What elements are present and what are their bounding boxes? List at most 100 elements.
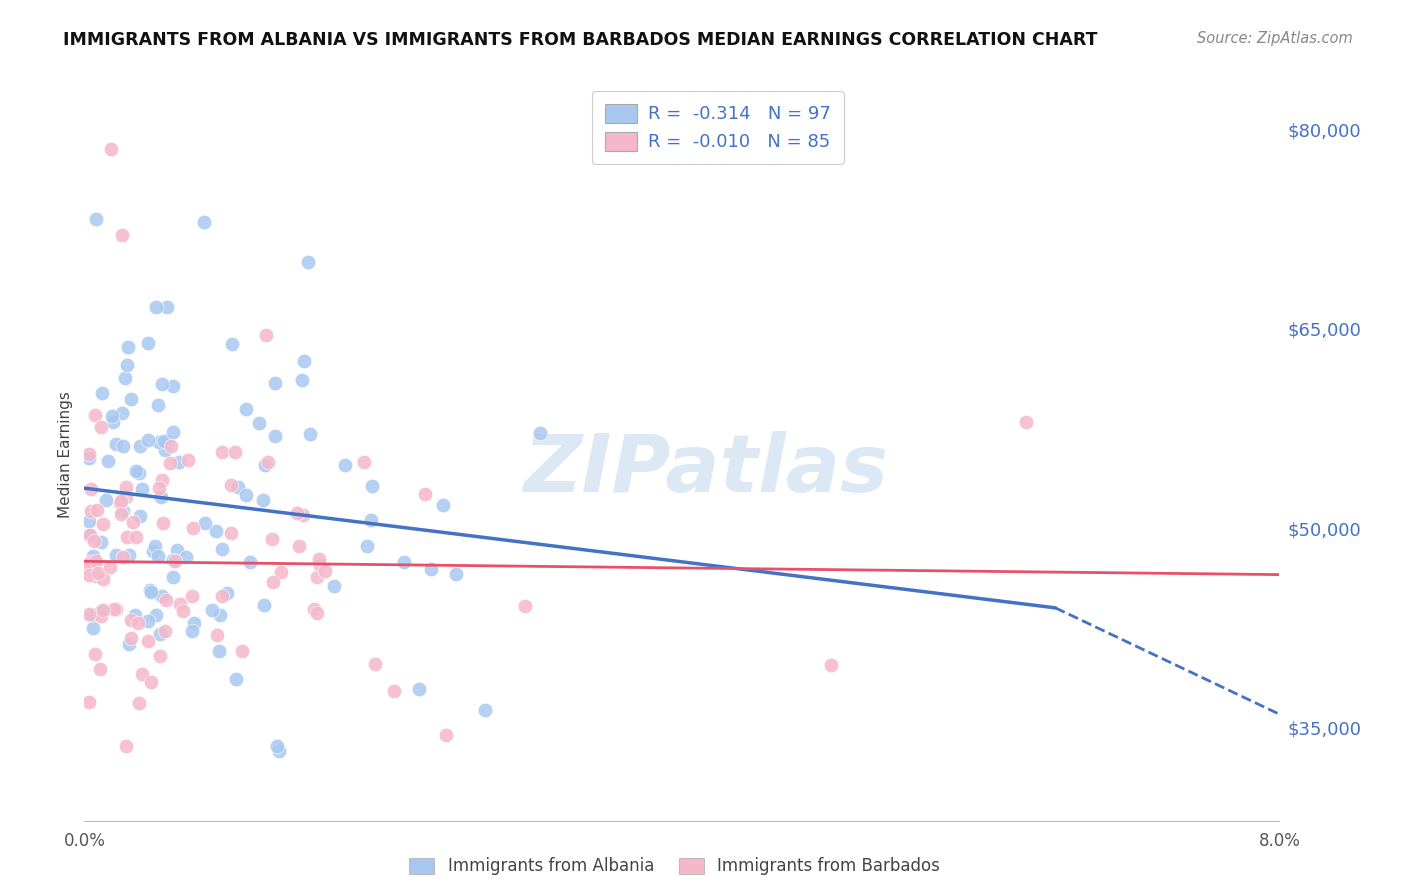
Legend: R =  -0.314   N = 97, R =  -0.010   N = 85: R = -0.314 N = 97, R = -0.010 N = 85 bbox=[592, 91, 844, 164]
Point bbox=[136, 634, 159, 648]
Point bbox=[335, 458, 357, 472]
Point bbox=[117, 637, 139, 651]
Point bbox=[307, 570, 329, 584]
Point bbox=[153, 443, 176, 458]
Point bbox=[110, 507, 132, 521]
Text: IMMIGRANTS FROM ALBANIA VS IMMIGRANTS FROM BARBADOS MEDIAN EARNINGS CORRELATION : IMMIGRANTS FROM ALBANIA VS IMMIGRANTS FR… bbox=[63, 31, 1098, 49]
Point bbox=[308, 552, 330, 566]
Point bbox=[100, 409, 122, 423]
Point bbox=[253, 598, 276, 612]
Point bbox=[79, 447, 101, 461]
Point bbox=[101, 415, 124, 429]
Point bbox=[159, 456, 181, 470]
Point bbox=[77, 557, 100, 571]
Point bbox=[115, 490, 138, 504]
Point bbox=[413, 487, 436, 501]
Point bbox=[219, 525, 242, 540]
Point bbox=[309, 558, 332, 573]
Point bbox=[162, 553, 184, 567]
Point bbox=[235, 402, 257, 417]
Point bbox=[84, 211, 107, 226]
Point bbox=[215, 586, 238, 600]
Point bbox=[114, 480, 136, 494]
Point bbox=[208, 643, 231, 657]
Point bbox=[226, 480, 249, 494]
Point bbox=[820, 658, 842, 673]
Point bbox=[221, 336, 243, 351]
Point bbox=[266, 739, 288, 753]
Point bbox=[262, 574, 284, 589]
Point bbox=[120, 392, 142, 406]
Point bbox=[142, 544, 165, 558]
Point bbox=[155, 592, 177, 607]
Point bbox=[297, 255, 319, 269]
Point bbox=[148, 481, 170, 495]
Y-axis label: Median Earnings: Median Earnings bbox=[58, 392, 73, 518]
Point bbox=[150, 589, 173, 603]
Point bbox=[97, 454, 120, 468]
Point bbox=[239, 555, 262, 569]
Point bbox=[444, 566, 467, 581]
Point bbox=[247, 417, 270, 431]
Point bbox=[263, 429, 285, 443]
Point bbox=[408, 682, 430, 697]
Point bbox=[82, 621, 104, 635]
Point bbox=[128, 466, 150, 480]
Point bbox=[110, 494, 132, 508]
Point bbox=[129, 439, 152, 453]
Point bbox=[434, 728, 457, 742]
Point bbox=[118, 548, 141, 562]
Point bbox=[181, 590, 204, 604]
Point bbox=[314, 564, 336, 578]
Point bbox=[89, 661, 111, 675]
Point bbox=[124, 607, 146, 622]
Point bbox=[145, 607, 167, 622]
Point bbox=[128, 696, 150, 710]
Point bbox=[121, 515, 143, 529]
Point bbox=[194, 516, 217, 530]
Point bbox=[155, 624, 177, 639]
Point bbox=[145, 539, 167, 553]
Point bbox=[267, 744, 290, 758]
Point bbox=[298, 427, 321, 442]
Point bbox=[80, 607, 103, 622]
Point bbox=[149, 648, 172, 663]
Point bbox=[91, 516, 114, 531]
Legend: Immigrants from Albania, Immigrants from Barbados: Immigrants from Albania, Immigrants from… bbox=[401, 849, 949, 884]
Point bbox=[77, 607, 100, 621]
Point bbox=[156, 300, 179, 314]
Point bbox=[86, 503, 108, 517]
Point bbox=[149, 626, 172, 640]
Point bbox=[111, 406, 134, 420]
Point bbox=[165, 554, 187, 568]
Point bbox=[292, 508, 315, 523]
Point bbox=[79, 504, 101, 518]
Point bbox=[219, 478, 242, 492]
Point bbox=[128, 509, 150, 524]
Point bbox=[103, 601, 125, 615]
Point bbox=[138, 614, 160, 628]
Point bbox=[112, 440, 135, 454]
Point bbox=[90, 420, 112, 434]
Point bbox=[139, 582, 162, 597]
Point bbox=[162, 570, 184, 584]
Point bbox=[84, 554, 107, 568]
Point bbox=[94, 493, 117, 508]
Point bbox=[364, 657, 387, 672]
Point bbox=[288, 539, 311, 553]
Point bbox=[84, 647, 107, 661]
Point bbox=[305, 606, 328, 620]
Point bbox=[131, 666, 153, 681]
Point bbox=[205, 524, 228, 538]
Point bbox=[139, 674, 162, 689]
Point bbox=[205, 628, 228, 642]
Point bbox=[169, 597, 191, 611]
Point bbox=[149, 490, 172, 504]
Point bbox=[117, 530, 139, 544]
Point bbox=[254, 458, 277, 472]
Point bbox=[193, 215, 215, 229]
Point bbox=[120, 613, 142, 627]
Point bbox=[77, 514, 100, 528]
Point bbox=[270, 565, 292, 579]
Point bbox=[152, 516, 174, 530]
